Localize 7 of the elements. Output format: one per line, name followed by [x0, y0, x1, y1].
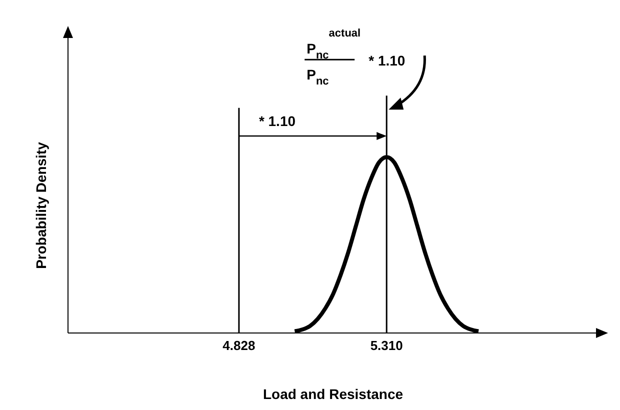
x-tick-label: 4.828: [222, 338, 256, 354]
text: * 1.10: [258, 112, 296, 129]
x-tick-label: 5.310: [370, 338, 403, 354]
text: P$_{nc}$: [306, 66, 329, 88]
x-axis-title: Load and Resistance: [262, 386, 404, 402]
text: * 1.10: [368, 52, 406, 69]
y-axis-title: Probability Density: [33, 142, 49, 269]
